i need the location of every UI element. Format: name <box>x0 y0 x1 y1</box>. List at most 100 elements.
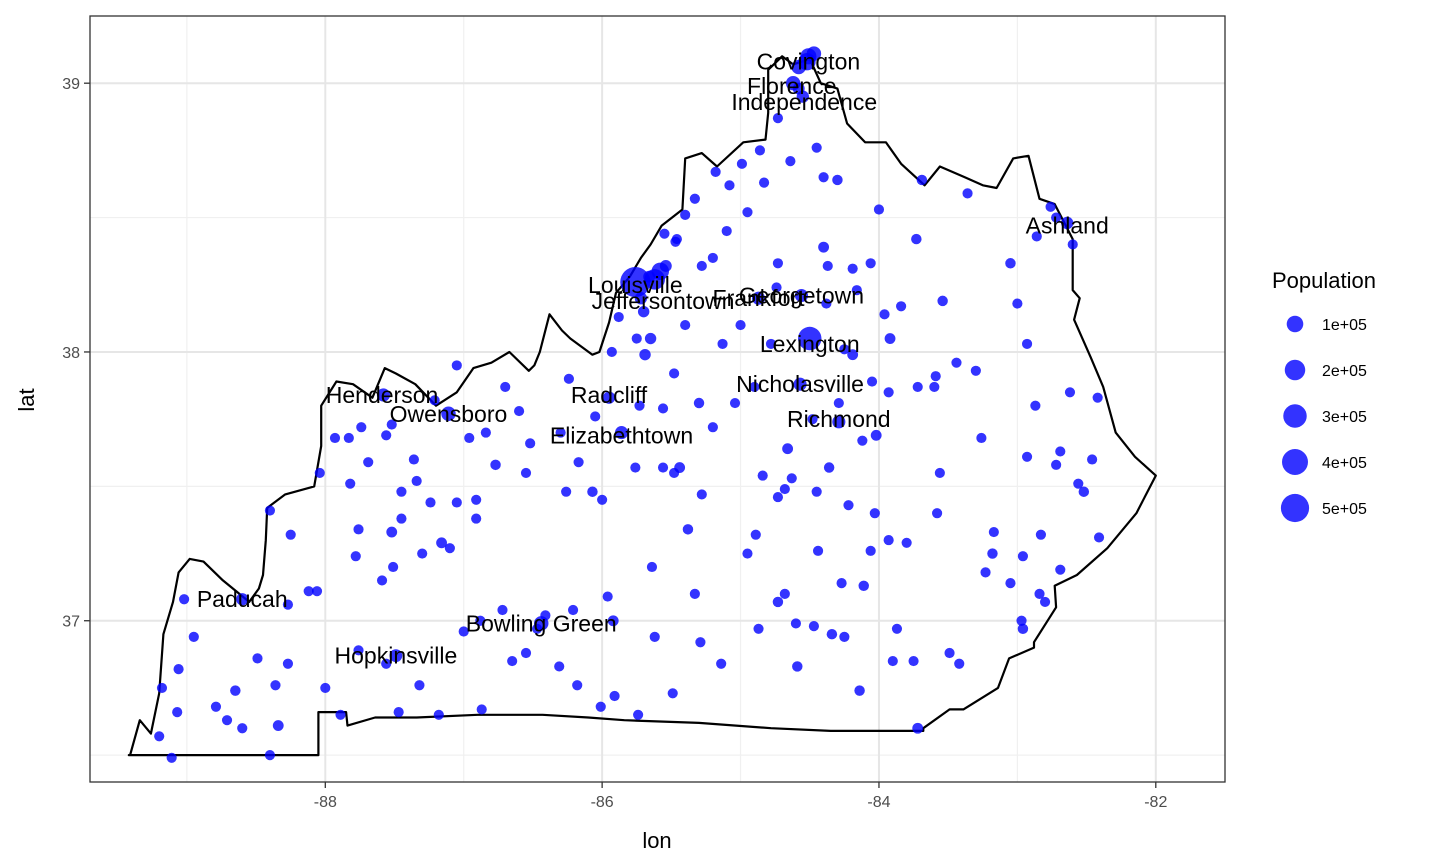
city-point <box>381 658 392 669</box>
city-point <box>221 715 233 726</box>
city-point <box>1064 387 1076 398</box>
city-point <box>724 180 735 191</box>
city-point <box>751 291 766 305</box>
city-point <box>707 252 718 263</box>
city-point <box>414 680 425 691</box>
city-point <box>798 326 822 351</box>
city-point <box>633 709 644 720</box>
city-label: Nicholasville <box>736 371 864 397</box>
city-point <box>832 174 843 186</box>
city-point <box>464 432 475 444</box>
city-point <box>376 575 388 586</box>
legend-key-circle <box>1280 493 1310 523</box>
city-label: Radcliff <box>571 382 648 408</box>
city-point <box>1051 459 1062 470</box>
city-point <box>563 373 574 384</box>
city-point <box>710 166 721 177</box>
city-point <box>561 486 572 497</box>
city-point <box>389 649 403 663</box>
city-point <box>1087 454 1098 465</box>
city-point <box>320 682 331 694</box>
city-point <box>282 599 294 610</box>
city-point <box>408 454 419 465</box>
city-point <box>792 661 803 672</box>
city-point <box>821 298 832 309</box>
city-point <box>657 462 669 473</box>
legend: Population 1e+05 2e+05 3e+05 4e+05 5e+05 <box>1272 268 1376 523</box>
city-point <box>847 263 858 274</box>
city-point <box>792 82 805 95</box>
city-point <box>954 658 965 669</box>
city-point <box>497 604 508 616</box>
major-gridlines <box>90 16 1225 782</box>
city-point <box>311 586 323 597</box>
city-label: Lexington <box>760 331 860 357</box>
city-point <box>826 628 838 640</box>
city-point <box>425 497 436 508</box>
city-point <box>896 301 907 312</box>
city-point <box>345 478 356 489</box>
city-point <box>754 145 766 156</box>
y-tick-label: 38 <box>62 345 80 362</box>
city-point <box>753 623 764 634</box>
city-point <box>912 381 923 392</box>
city-point <box>811 142 822 153</box>
city-point <box>282 658 294 669</box>
city-point <box>270 680 281 691</box>
city-label: Georgetown <box>739 283 864 309</box>
city-point <box>607 615 619 627</box>
city-point <box>735 320 746 331</box>
city-point <box>847 349 859 361</box>
city-point <box>757 470 768 481</box>
city-point <box>1093 532 1105 543</box>
city-label: Richmond <box>787 406 891 432</box>
city-point <box>988 526 999 538</box>
city-point <box>771 282 782 293</box>
city-point <box>822 260 833 272</box>
city-point <box>230 685 241 696</box>
city-point <box>839 344 850 355</box>
city-point <box>772 492 784 503</box>
city-point <box>689 193 700 204</box>
city-point <box>883 535 894 546</box>
city-point <box>716 658 727 669</box>
city-point <box>353 645 364 656</box>
city-point <box>786 473 797 484</box>
city-point <box>937 295 948 307</box>
city-point <box>572 680 583 691</box>
city-point <box>870 429 882 441</box>
x-tick-label: -82 <box>1144 794 1167 811</box>
city-point <box>1034 588 1045 599</box>
city-point <box>343 432 354 444</box>
city-point <box>669 368 680 379</box>
city-point <box>646 561 658 573</box>
city-point <box>934 467 945 478</box>
city-point <box>932 508 943 519</box>
city-point <box>264 750 276 761</box>
city-point <box>520 467 532 478</box>
city-point <box>912 722 924 734</box>
city-point <box>620 266 651 298</box>
city-point <box>951 357 962 368</box>
city-points <box>154 46 1105 763</box>
legend-key-circle <box>1283 404 1307 428</box>
y-tick-label: 39 <box>62 76 80 93</box>
city-point <box>451 497 462 508</box>
city-point <box>634 292 648 305</box>
city-point <box>742 207 753 218</box>
city-label: Bowling Green <box>466 610 617 636</box>
city-point <box>807 414 818 425</box>
legend-label: 3e+05 <box>1322 409 1367 426</box>
city-point <box>1017 623 1029 635</box>
city-point <box>353 524 364 535</box>
city-point <box>458 626 469 637</box>
y-axis: 37 38 39 <box>62 76 90 631</box>
city-point <box>1039 596 1051 608</box>
city-point <box>812 545 824 556</box>
city-point <box>531 623 543 634</box>
city-point <box>1016 615 1027 626</box>
city-point <box>173 664 184 675</box>
city-point <box>630 462 641 473</box>
city-point <box>729 397 741 409</box>
